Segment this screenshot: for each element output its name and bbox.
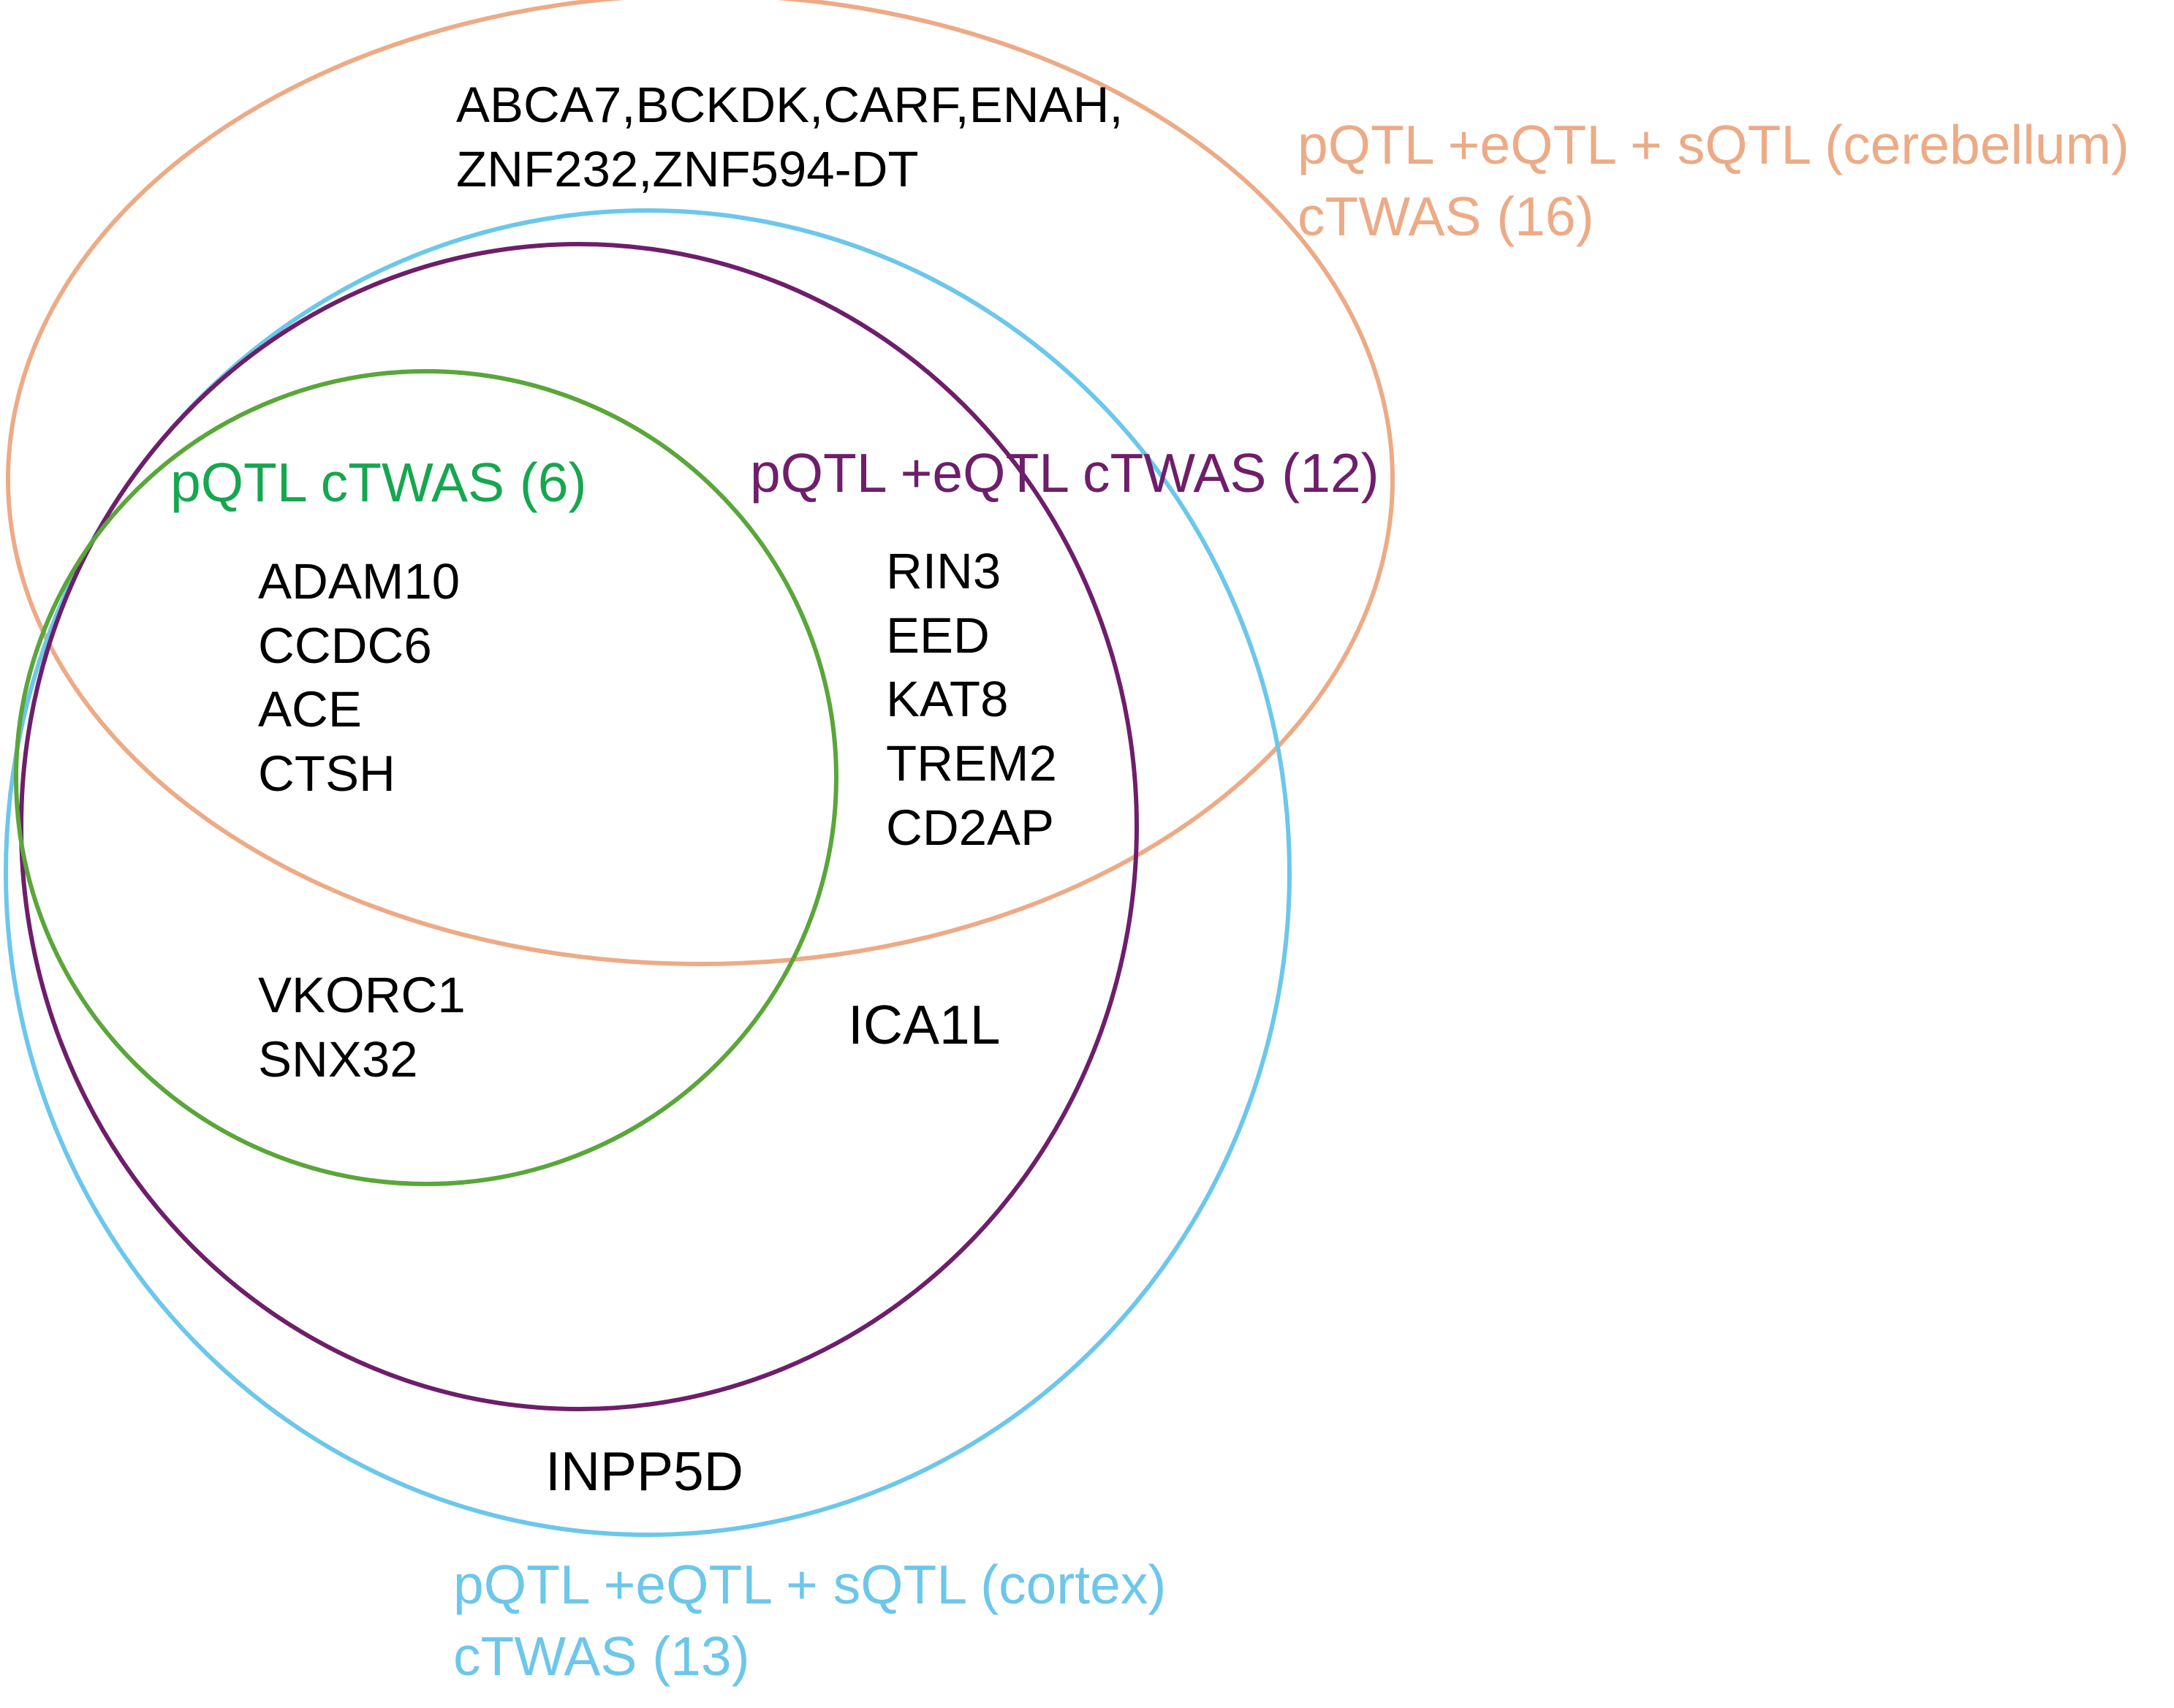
gene-name: VKORC1	[258, 967, 466, 1023]
gene-name: ADAM10	[258, 553, 461, 610]
gene-name: CD2AP	[886, 799, 1055, 856]
pqtl-eqtl-set-label: pQTL +eQTL cTWAS (12)	[750, 438, 1379, 509]
cortex-set-label-line2: cTWAS (13)	[453, 1625, 750, 1687]
pqtl-cortex-genes: VKORC1 SNX32	[258, 963, 466, 1091]
cerebellum-set-label: pQTL +eQTL + sQTL (cerebellum) cTWAS (16…	[1298, 110, 2129, 252]
cerebellum-only-genes: ABCA7,BCKDK,CARF,ENAH, ZNF232,ZNF594-DT	[456, 73, 1124, 201]
gene-name: ACE	[258, 681, 362, 738]
gene-line: ZNF232,ZNF594-DT	[456, 140, 919, 197]
pqtl-set-label-text: pQTL cTWAS (6)	[170, 452, 587, 513]
gene-name: CTSH	[258, 745, 395, 802]
gene-name: TREM2	[886, 735, 1057, 792]
pqtl-eqtl-set-label-text: pQTL +eQTL cTWAS (12)	[750, 442, 1379, 504]
pqtl-eqtl-cerebellum-cortex-genes: RIN3 EED KAT8 TREM2 CD2AP	[886, 539, 1057, 859]
cerebellum-set-label-line2: cTWAS (16)	[1298, 185, 1594, 247]
gene-line: ABCA7,BCKDK,CARF,ENAH,	[456, 77, 1124, 133]
all-four-genes: ADAM10 CCDC6 ACE CTSH	[258, 550, 460, 806]
gene-name: KAT8	[886, 671, 1009, 728]
gene-name: ICA1L	[848, 994, 1001, 1055]
cerebellum-set-ellipse	[6, 0, 1395, 966]
gene-name: INPP5D	[545, 1441, 743, 1502]
gene-name: RIN3	[886, 543, 1001, 599]
cortex-set-circle	[4, 208, 1292, 1537]
cerebellum-set-label-line1: pQTL +eQTL + sQTL (cerebellum)	[1298, 114, 2129, 175]
gene-name: EED	[886, 607, 990, 664]
cortex-set-label: pQTL +eQTL + sQTL (cortex) cTWAS (13)	[453, 1549, 1166, 1692]
pqtl-eqtl-cortex-genes: ICA1L	[848, 990, 1000, 1060]
cortex-set-label-line1: pQTL +eQTL + sQTL (cortex)	[453, 1554, 1167, 1615]
gene-name: SNX32	[258, 1031, 418, 1088]
pqtl-set-circle	[14, 369, 838, 1186]
cortex-only-genes: INPP5D	[545, 1437, 743, 1506]
gene-name: CCDC6	[258, 617, 432, 674]
pqtl-set-label: pQTL cTWAS (6)	[170, 447, 587, 519]
